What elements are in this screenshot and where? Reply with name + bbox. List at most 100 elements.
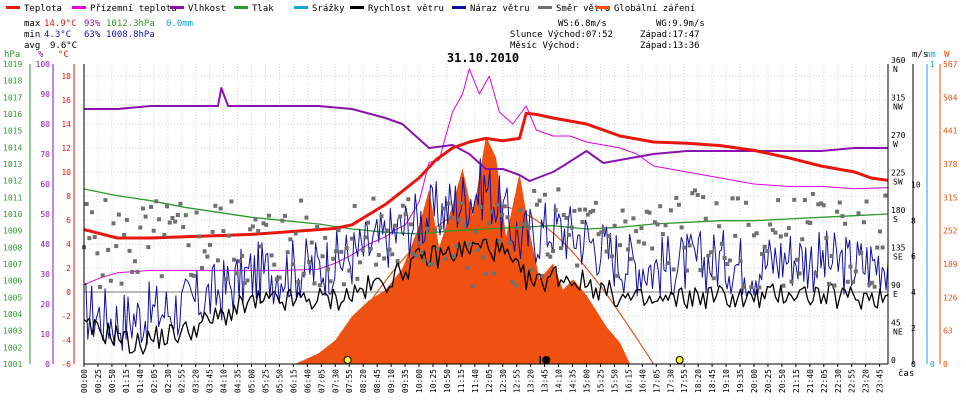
wind-direction-point (508, 240, 513, 245)
wind-direction-point (159, 274, 164, 279)
wind-direction-point (277, 275, 282, 280)
wind-direction-point (467, 242, 472, 247)
wind-direction-point (703, 216, 708, 221)
wind-direction-point (347, 268, 352, 273)
wind-direction-point (843, 221, 848, 226)
wind-direction-point (840, 214, 845, 219)
wind-direction-point (264, 222, 269, 227)
wind-direction-point (221, 229, 226, 234)
wind-direction-point (400, 203, 405, 208)
wind-direction-point (481, 255, 486, 260)
legend-swatch (350, 6, 364, 9)
wind-direction-point (285, 250, 290, 255)
wind-direction-point (867, 282, 872, 287)
wind-direction-point (695, 193, 700, 198)
x-tick-label: 17:30 (666, 369, 675, 393)
hpa-tick-label: 1001 (3, 360, 22, 369)
x-tick-label: 15:00 (583, 369, 592, 393)
wind-direction-point (189, 272, 194, 277)
wind-direction-point (733, 233, 738, 238)
wind-direction-point (489, 209, 494, 214)
wind-direction-point (210, 229, 215, 234)
wind-direction-point (363, 235, 368, 240)
wind-direction-point (545, 252, 550, 257)
legend-swatch (6, 6, 20, 9)
stats-block: max 14.9°C 93% 1012.3hPa 0.0mm min 4.3°C… (24, 19, 193, 51)
wind-direction-point (149, 204, 153, 209)
dir-tick-value: 225 (891, 169, 906, 178)
right-axes: 360N315NW270W225SW180S135SE90E45NE010864… (887, 56, 958, 369)
wind-direction-point (478, 205, 483, 210)
wind-direction-point (266, 213, 271, 218)
wind-direction-point (293, 231, 298, 236)
wind-direction-point (336, 228, 341, 233)
wind-direction-point (309, 240, 314, 245)
pct-tick-label: 10 (40, 330, 50, 339)
dir-tick-value: 360 (891, 56, 906, 65)
wind-direction-point (835, 209, 840, 214)
wind-direction-point (674, 195, 679, 200)
wind-direction-point (173, 219, 178, 224)
wind-direction-point (620, 208, 625, 213)
wind-direction-point (615, 273, 620, 278)
legend-label: Tlak (252, 4, 274, 14)
wind-direction-point (794, 257, 799, 262)
wind-direction-point (505, 215, 510, 220)
w-tick-label: 567 (943, 60, 958, 69)
x-tick-label: 23:20 (862, 369, 871, 393)
x-tick-label: 01:40 (136, 369, 145, 393)
x-tick-label: 17:05 (652, 369, 661, 393)
wind-direction-point (773, 230, 778, 235)
time-axis: 00:00 00:25 00:50 01:15 01:40 02:05 02:30 02:55… (80, 363, 888, 393)
wind-direction-point (668, 208, 673, 213)
wind-direction-point (580, 220, 585, 225)
series-vlhkost (84, 87, 888, 182)
wind-direction-point (181, 224, 186, 229)
wind-direction-point (607, 234, 612, 239)
wind-direction-point (138, 225, 143, 230)
ms-tick-label: 6 (911, 252, 916, 261)
legend-label: Srážky (312, 4, 345, 14)
wind-direction-point (537, 198, 542, 203)
wind-direction-point (824, 236, 829, 241)
w-tick-label: 441 (943, 127, 958, 136)
wind-direction-point (132, 259, 137, 264)
wind-direction-point (792, 197, 797, 202)
ms-tick-label: 10 (911, 180, 921, 189)
wind-direction-point (561, 213, 566, 218)
wind-direction-point (226, 233, 231, 238)
wind-direction-point (754, 231, 759, 236)
dir-tick-compass: NE (893, 328, 903, 337)
x-tick-label: 11:40 (471, 369, 480, 393)
wind-direction-point (837, 200, 842, 205)
wind-direction-point (845, 279, 850, 284)
wind-direction-point (408, 222, 413, 227)
x-tick-label: 04:10 (220, 369, 229, 393)
x-tick-label: 17:55 (680, 369, 689, 393)
wind-direction-point (786, 226, 791, 231)
wind-direction-point (784, 232, 789, 237)
wind-direction-point (663, 223, 668, 228)
wind-direction-point (232, 257, 237, 262)
x-tick-label: 20:25 (764, 369, 773, 393)
wind-direction-point (269, 253, 274, 258)
wind-direction-point (567, 233, 572, 238)
wind-direction-point (877, 229, 882, 234)
axis-units: hPa % °C m/s mm W čas (4, 50, 950, 379)
legend-label: Směr větru (556, 4, 610, 14)
x-tick-label: 00:25 (94, 369, 103, 393)
series-teplota (83, 111, 889, 240)
wind-direction-point (376, 253, 381, 258)
x-tick-label: 05:00 (248, 369, 257, 393)
wind-direction-point (532, 189, 537, 194)
degc-tick-label: 16 (61, 96, 71, 105)
wind-direction-point (288, 237, 293, 242)
wind-direction-point (583, 207, 588, 212)
degc-tick-label: 18 (61, 72, 71, 81)
wind-direction-point (510, 279, 515, 284)
wind-direction-point (122, 232, 127, 237)
stat-min-temp: 4.3°C (44, 30, 71, 40)
wind-direction-point (379, 214, 384, 219)
wind-direction-point (403, 212, 408, 217)
pct-tick-label: 100 (36, 60, 51, 69)
